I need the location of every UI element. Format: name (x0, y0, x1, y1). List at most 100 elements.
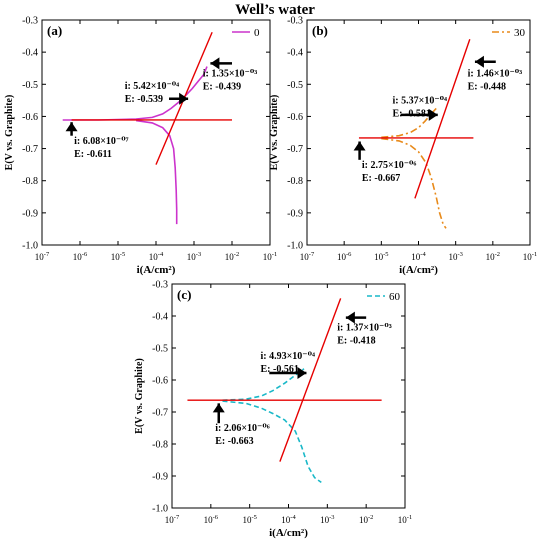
annotation-text: E: -0.439 (203, 81, 241, 92)
annotation-text: i: 1.35×10⁻⁰³ (203, 68, 257, 79)
y-tick-label: -0.6 (152, 376, 168, 387)
annotation: i: 4.93×10⁻⁰⁴ E: -0.561 (260, 351, 315, 379)
annotation-text: E: -0.611 (74, 149, 112, 160)
chart-panel-2: 10-7 10-6 10-5 10-4 10-3 10-2 10-1 -1.0 -0.9 -0.8… (269, 16, 537, 277)
x-tick-label: 10-3 (448, 251, 462, 262)
y-axis-label: E(V vs. Graphite) (269, 95, 280, 171)
panel-label: (a) (47, 23, 62, 38)
x-tick-label: 10-5 (242, 514, 256, 525)
annotation-arrow-head (353, 141, 366, 151)
panel-label: (c) (177, 287, 191, 302)
legend-label: 0 (254, 27, 260, 39)
annotation-text: E: -0.448 (468, 81, 506, 92)
x-tick-label: 10-1 (398, 514, 412, 525)
y-tick-label: -0.3 (287, 16, 303, 27)
x-axis-label: i(A/cm²) (399, 264, 438, 276)
annotation: i: 5.37×10⁻⁰⁴ E: -0.581 (393, 96, 447, 121)
y-tick-label: -0.5 (287, 80, 303, 91)
legend-label: 60 (389, 291, 401, 303)
annotation-arrow-head (65, 122, 78, 132)
y-tick-label: -0.7 (22, 144, 38, 155)
y-tick-label: -0.5 (22, 80, 38, 91)
y-tick-label: -0.8 (22, 176, 38, 187)
annotation: i: 2.06×10⁻⁰⁶ E: -0.663 (212, 403, 270, 447)
annotation-text: i: 2.06×10⁻⁰⁶ (215, 423, 269, 434)
series-line-cathodic (381, 137, 447, 229)
series-line-anodic (222, 368, 305, 401)
x-tick-label: 10-4 (149, 251, 164, 262)
annotation-arrow-head (428, 108, 438, 121)
y-axis-label: E(V vs. Graphite) (4, 95, 15, 171)
x-axis-label: i(A/cm²) (137, 264, 176, 276)
y-tick-label: -1.0 (152, 504, 168, 515)
annotation: i: 5.42×10⁻⁰⁴ E: -0.539 (125, 81, 189, 105)
y-tick-label: -0.7 (287, 144, 303, 155)
annotation-text: i: 1.37×10⁻⁰³ (337, 322, 391, 333)
y-tick-label: -0.9 (287, 208, 303, 219)
y-tick-label: -1.0 (287, 241, 303, 252)
annotation-text: E: -0.667 (362, 173, 400, 184)
annotation-text: E: -0.561 (260, 364, 298, 375)
x-tick-label: 10-6 (73, 251, 88, 262)
tafel-fit-line (279, 298, 342, 462)
annotation-arrow-head (345, 311, 355, 324)
annotation-arrow-head (210, 57, 220, 70)
y-tick-label: -0.3 (22, 16, 38, 27)
x-tick-label: 10-3 (187, 251, 201, 262)
x-tick-label: 10-7 (300, 251, 315, 262)
annotation-arrow-head (474, 55, 484, 68)
y-tick-label: -0.5 (152, 344, 168, 355)
x-tick-label: 10-5 (111, 251, 125, 262)
annotation-text: E: -0.418 (337, 335, 375, 346)
y-tick-label: -0.9 (22, 208, 38, 219)
annotation: i: 1.46×10⁻⁰³ E: -0.448 (468, 55, 522, 92)
annotation-text: E: -0.581 (393, 109, 431, 120)
y-axis-label: E(V vs. Graphite) (134, 358, 145, 434)
legend: 0 (232, 27, 260, 39)
x-tick-label: 10-3 (320, 514, 334, 525)
series-line-anodic (381, 107, 437, 139)
x-tick-label: 10-4 (281, 514, 296, 525)
x-tick-label: 10-1 (263, 251, 277, 262)
annotation-arrow-head (179, 92, 189, 105)
plot-frame (171, 283, 406, 509)
x-tick-label: 10-2 (359, 514, 373, 525)
x-tick-label: 10-2 (486, 251, 500, 262)
x-tick-label: 10-7 (165, 514, 180, 525)
panel-label: (b) (312, 23, 328, 38)
y-tick-label: -0.7 (152, 408, 168, 419)
x-tick-label: 10-6 (204, 514, 219, 525)
y-tick-label: -0.8 (152, 440, 168, 451)
legend-label: 30 (514, 27, 526, 39)
annotation: i: 1.37×10⁻⁰³ E: -0.418 (337, 311, 392, 346)
annotation: i: 2.75×10⁻⁰⁶ E: -0.667 (353, 141, 416, 184)
annotation-text: E: -0.539 (125, 94, 163, 105)
annotation-text: i: 5.37×10⁻⁰⁴ (393, 96, 447, 107)
annotation-text: i: 6.08×10⁻⁰⁷ (74, 136, 128, 147)
annotation-text: i: 2.75×10⁻⁰⁶ (362, 160, 416, 171)
y-tick-label: -0.6 (287, 112, 303, 123)
plot-frame (41, 19, 271, 246)
annotation: i: 1.35×10⁻⁰³ E: -0.439 (203, 57, 257, 92)
x-tick-label: 10-7 (35, 251, 50, 262)
legend: 60 (367, 291, 401, 303)
legend: 30 (492, 27, 526, 39)
annotation-text: i: 5.42×10⁻⁰⁴ (125, 81, 179, 92)
x-tick-label: 10-1 (523, 251, 537, 262)
x-tick-label: 10-4 (411, 251, 426, 262)
tafel-fit-line (414, 39, 471, 199)
chart-panel-1: 10-7 10-6 10-5 10-4 10-3 10-2 10-1 -1.0 -0.9 -0.8… (4, 16, 277, 277)
x-axis-label: i(A/cm²) (269, 527, 308, 539)
chart-panel-3: 10-7 10-6 10-5 10-4 10-3 10-2 10-1 -1.0 -0.9 -0.8… (134, 280, 412, 540)
y-tick-label: -0.9 (152, 472, 168, 483)
y-tick-label: -0.4 (152, 312, 168, 323)
annotation: i: 6.08×10⁻⁰⁷ E: -0.611 (65, 122, 129, 160)
y-tick-label: -0.6 (22, 112, 38, 123)
figure-title: Well’s water (235, 2, 315, 18)
annotation-text: i: 1.46×10⁻⁰³ (468, 68, 522, 79)
plot-frame (306, 19, 531, 246)
y-tick-label: -1.0 (22, 241, 38, 252)
series-line-cathodic (135, 119, 178, 225)
y-tick-label: -0.4 (22, 48, 38, 59)
